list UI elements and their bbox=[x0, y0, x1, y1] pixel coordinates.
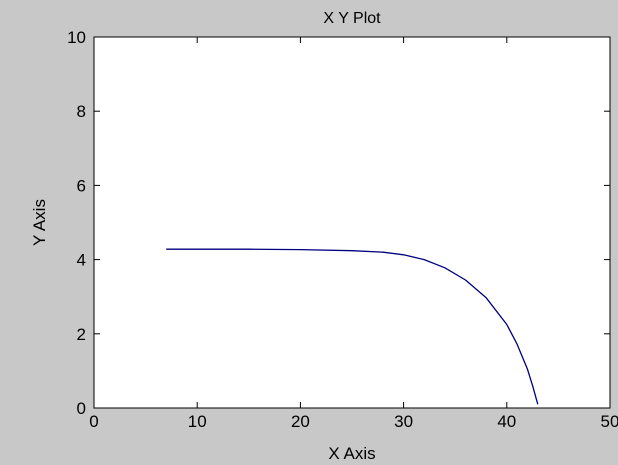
y-tick-label: 6 bbox=[77, 176, 86, 195]
y-tick-label: 4 bbox=[77, 251, 86, 270]
y-axis-title: Y Axis bbox=[30, 199, 49, 246]
x-tick-label: 30 bbox=[394, 412, 413, 431]
x-tick-label: 20 bbox=[291, 412, 310, 431]
y-tick-label: 8 bbox=[77, 102, 86, 121]
x-tick-label: 0 bbox=[89, 412, 98, 431]
y-tick-label: 10 bbox=[67, 28, 86, 47]
x-tick-label: 10 bbox=[188, 412, 207, 431]
x-tick-label: 50 bbox=[601, 412, 618, 431]
x-tick-label: 40 bbox=[497, 412, 516, 431]
series-layer bbox=[166, 248, 539, 405]
axis-ticks bbox=[93, 36, 611, 409]
tick-labels: 0 10 20 30 40 50 0 2 4 6 8 10 bbox=[67, 28, 618, 431]
series-line-1 bbox=[166, 248, 539, 405]
y-tick-label: 2 bbox=[77, 325, 86, 344]
chart-title: X Y Plot bbox=[323, 10, 381, 27]
x-axis-title: X Axis bbox=[328, 444, 375, 463]
plot-area bbox=[93, 36, 611, 409]
y-tick-label: 0 bbox=[77, 399, 86, 418]
